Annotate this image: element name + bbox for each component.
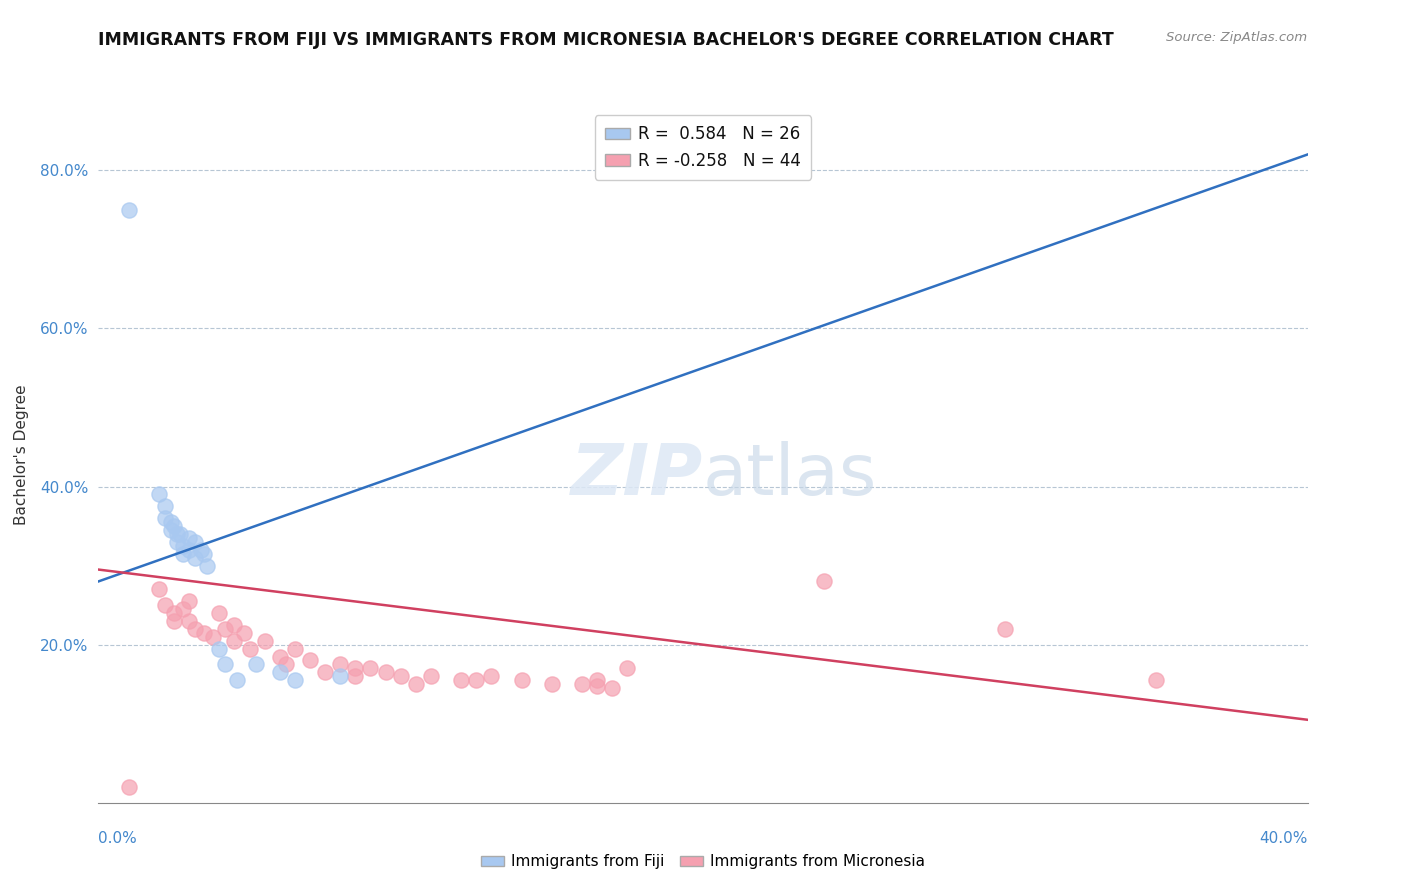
Point <box>299 653 322 667</box>
Point <box>226 673 249 688</box>
Point <box>239 641 262 656</box>
Point <box>540 677 562 691</box>
Point <box>184 622 207 636</box>
Point <box>193 547 215 561</box>
Point <box>166 527 188 541</box>
Point <box>184 550 207 565</box>
Point <box>465 673 488 688</box>
Point <box>169 527 191 541</box>
Point <box>166 534 188 549</box>
Point <box>195 558 218 573</box>
Point <box>214 622 236 636</box>
Point <box>208 606 231 620</box>
Point <box>314 665 336 680</box>
Text: ZIP: ZIP <box>571 442 703 510</box>
Point <box>510 673 533 688</box>
Point <box>118 202 141 217</box>
Y-axis label: Bachelor's Degree: Bachelor's Degree <box>14 384 30 525</box>
Point <box>602 681 624 695</box>
Point <box>163 614 186 628</box>
Point <box>153 511 176 525</box>
Text: 40.0%: 40.0% <box>1260 831 1308 846</box>
Point <box>177 542 201 557</box>
Point <box>148 582 170 597</box>
Point <box>1144 673 1167 688</box>
Point <box>208 641 231 656</box>
Point <box>269 665 291 680</box>
Point <box>224 618 246 632</box>
Point <box>160 523 183 537</box>
Text: Source: ZipAtlas.com: Source: ZipAtlas.com <box>1167 31 1308 45</box>
Point <box>344 661 367 675</box>
Point <box>118 780 141 794</box>
Point <box>389 669 412 683</box>
Point <box>214 657 236 672</box>
Point <box>329 669 352 683</box>
Point <box>269 649 291 664</box>
Point <box>172 539 194 553</box>
Point <box>253 633 276 648</box>
Point <box>232 625 254 640</box>
Point <box>450 673 472 688</box>
Point <box>193 625 215 640</box>
Point <box>160 515 183 529</box>
Point <box>586 673 609 688</box>
Point <box>172 547 194 561</box>
Point <box>148 487 170 501</box>
Point <box>163 519 186 533</box>
Point <box>616 661 638 675</box>
Point <box>284 641 307 656</box>
Text: 0.0%: 0.0% <box>98 831 138 846</box>
Point <box>153 598 176 612</box>
Point <box>284 673 307 688</box>
Point <box>813 574 835 589</box>
Text: atlas: atlas <box>703 442 877 510</box>
Point <box>190 542 212 557</box>
Point <box>177 594 201 608</box>
Point <box>329 657 352 672</box>
Point <box>586 679 609 693</box>
Point <box>172 602 194 616</box>
Point <box>571 677 593 691</box>
Point <box>405 677 427 691</box>
Point <box>344 669 367 683</box>
Point <box>177 531 201 545</box>
Point <box>994 622 1017 636</box>
Point <box>224 633 246 648</box>
Point <box>184 534 207 549</box>
Point <box>481 669 503 683</box>
Text: IMMIGRANTS FROM FIJI VS IMMIGRANTS FROM MICRONESIA BACHELOR'S DEGREE CORRELATION: IMMIGRANTS FROM FIJI VS IMMIGRANTS FROM … <box>98 31 1114 49</box>
Point <box>153 500 176 514</box>
Point <box>374 665 396 680</box>
Point <box>419 669 441 683</box>
Point <box>274 657 297 672</box>
Point <box>360 661 382 675</box>
Point <box>245 657 267 672</box>
Legend: Immigrants from Fiji, Immigrants from Micronesia: Immigrants from Fiji, Immigrants from Mi… <box>474 848 932 875</box>
Point <box>202 630 225 644</box>
Legend: R =  0.584   N = 26, R = -0.258   N = 44: R = 0.584 N = 26, R = -0.258 N = 44 <box>595 115 811 179</box>
Point <box>177 614 201 628</box>
Point <box>163 606 186 620</box>
